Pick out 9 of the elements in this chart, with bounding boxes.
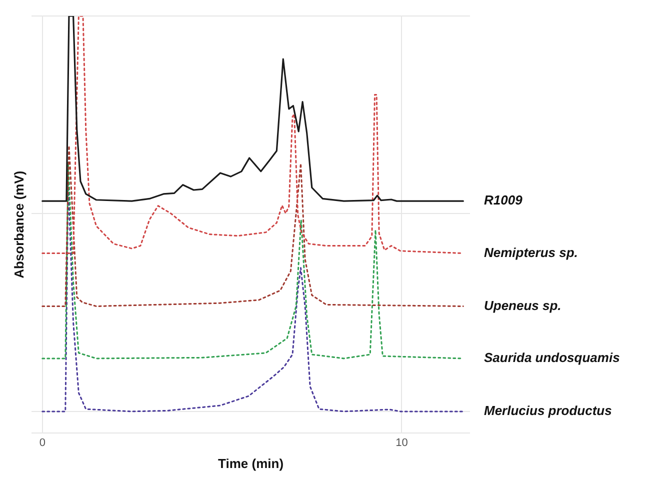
series-label: Merlucius productus (484, 403, 612, 418)
x-axis-title: Time (min) (218, 456, 284, 471)
series-label: Saurida undosquamis (484, 350, 620, 366)
series-label: Nemipterus sp. (484, 244, 578, 260)
y-axis-title: Absorbance (mV) (11, 170, 26, 278)
x-tick-label: 0 (39, 436, 46, 449)
series-label: Upeneus sp. (484, 298, 562, 313)
series-label: R1009 (484, 192, 524, 208)
x-tick-label: 10 (396, 436, 408, 449)
